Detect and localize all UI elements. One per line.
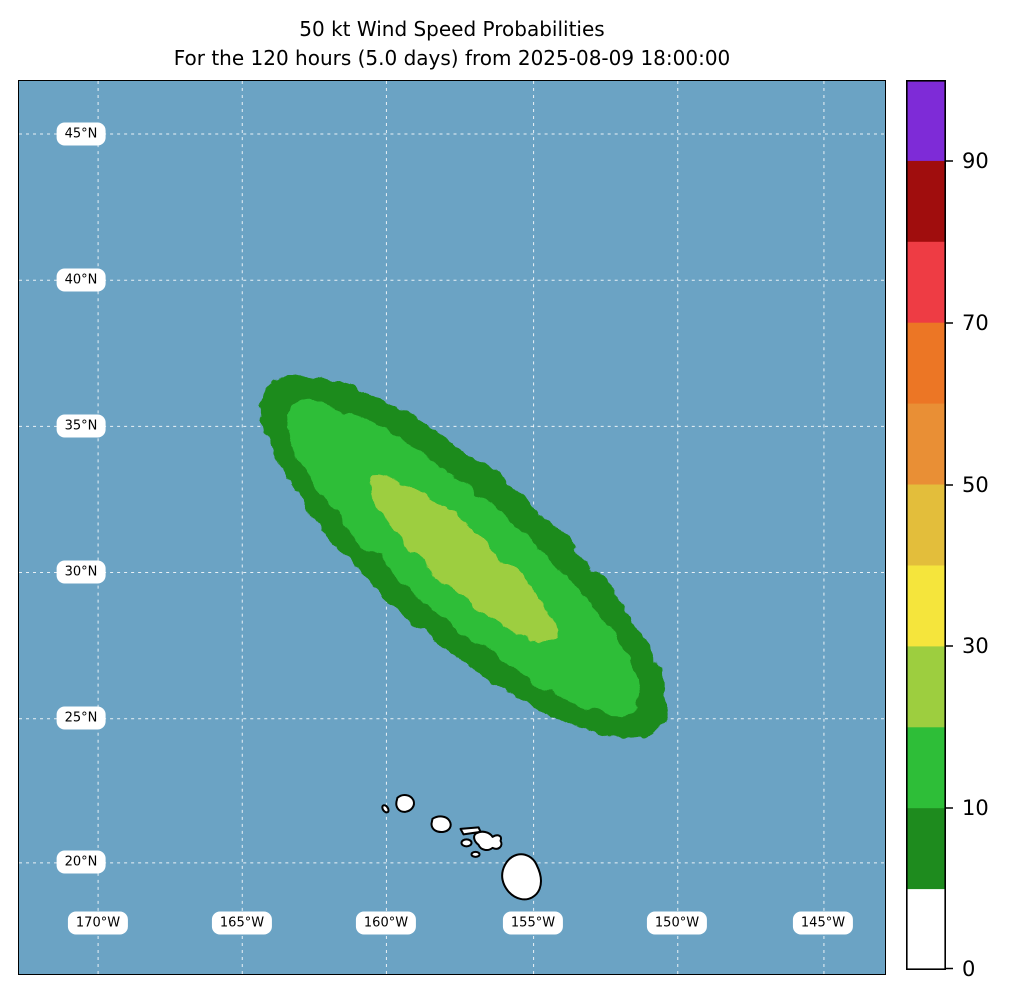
colorbar-label-10: 10	[962, 796, 989, 820]
colorbar-segment-20-30	[906, 646, 946, 728]
lat-tick-label-25n: 25°N	[56, 706, 106, 730]
lon-tick-label-160w: 160°W	[355, 911, 417, 935]
island-lanai	[460, 838, 473, 848]
map-panel: 45°N 40°N 35°N 30°N 25°N 20°N 170°W 165°…	[18, 80, 886, 975]
colorbar-label-50: 50	[962, 473, 989, 497]
lon-tick-label-155w: 155°W	[502, 911, 564, 935]
probability-contours	[261, 375, 668, 738]
island-hawaii-big-island	[501, 853, 543, 901]
colorbar-ticks	[946, 160, 953, 970]
colorbar-segment-0-5	[906, 889, 946, 970]
colorbar: 90 70 50 30 10 0	[906, 80, 1024, 981]
grid-lines	[19, 81, 885, 974]
island-oahu	[430, 815, 452, 834]
colorbar-label-30: 30	[962, 634, 989, 658]
chart-subtitle: For the 120 hours (5.0 days) from 2025-0…	[173, 46, 731, 70]
colorbar-segment-10-20	[906, 727, 946, 809]
lon-tick-label-145w: 145°W	[792, 911, 854, 935]
colorbar-segment-80-90	[906, 160, 946, 243]
colorbar-label-70: 70	[962, 311, 989, 335]
chart-title: 50 kt Wind Speed Probabilities	[299, 17, 605, 41]
colorbar-label-0: 0	[962, 957, 976, 981]
island-niihau	[381, 804, 390, 814]
colorbar-segment-60-70	[906, 322, 946, 405]
lat-tick-label-20n: 20°N	[56, 850, 106, 874]
colorbar-segment-90-100	[906, 80, 946, 162]
lat-tick-label-45n: 45°N	[56, 122, 106, 146]
colorbar-segment-5-10	[906, 808, 946, 890]
lat-tick-label-30n: 30°N	[56, 560, 106, 584]
colorbar-canvas	[906, 80, 953, 971]
island-kauai	[395, 794, 415, 813]
lon-tick-label-170w: 170°W	[67, 911, 129, 935]
colorbar-segment-70-80	[906, 241, 946, 324]
lat-tick-label-35n: 35°N	[56, 414, 106, 438]
map-canvas	[19, 81, 885, 974]
island-maui	[473, 830, 503, 851]
colorbar-border	[906, 80, 947, 971]
colorbar-segment-50-60	[906, 403, 946, 485]
contour-20-30-percent	[368, 476, 557, 643]
colorbar-label-90: 90	[962, 149, 989, 173]
colorbar-segment-40-50	[906, 484, 946, 566]
island-kahoolawe	[470, 850, 481, 858]
hawaiian-islands	[381, 794, 543, 901]
colorbar-segment-30-40	[906, 565, 946, 647]
title-block: 50 kt Wind Speed Probabilities For the 1…	[18, 15, 886, 73]
lat-tick-label-40n: 40°N	[56, 268, 106, 292]
lon-tick-label-165w: 165°W	[211, 911, 273, 935]
lon-tick-label-150w: 150°W	[646, 911, 708, 935]
